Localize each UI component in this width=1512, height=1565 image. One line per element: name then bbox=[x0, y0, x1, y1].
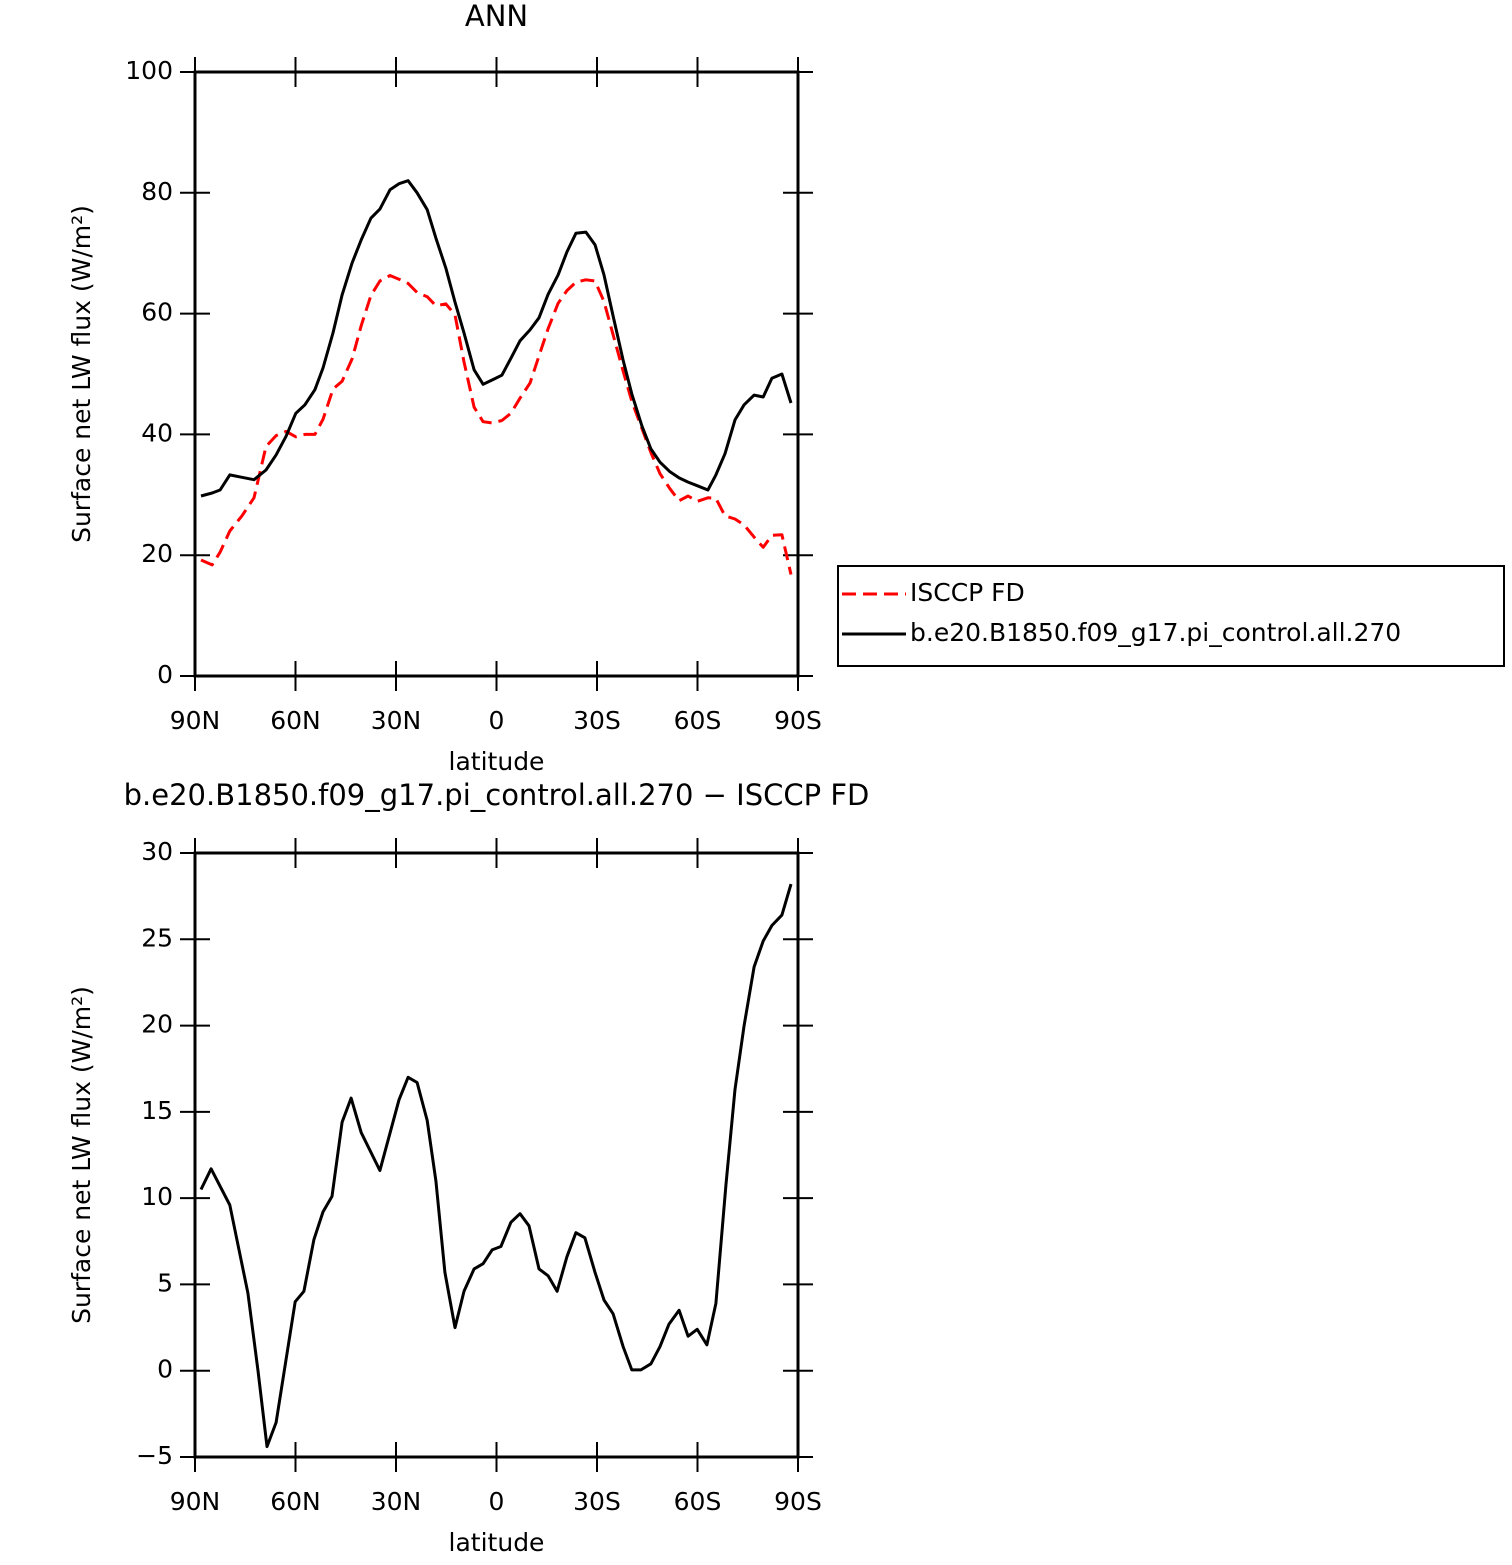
legend-box bbox=[837, 565, 1505, 667]
x-tick-label: 90S bbox=[774, 706, 822, 735]
x-tick-label: 60S bbox=[674, 706, 722, 735]
x-tick-label: 90S bbox=[774, 1487, 822, 1516]
y-tick-label: 0 bbox=[157, 660, 173, 689]
data-line bbox=[200, 274, 793, 575]
x-tick-label: 30N bbox=[371, 1487, 422, 1516]
y-tick-label: 5 bbox=[157, 1268, 173, 1297]
y-tick-label: 10 bbox=[141, 1182, 173, 1211]
plot-frame bbox=[193, 70, 800, 678]
chart-title: ANN bbox=[465, 0, 528, 33]
y-tick-label: 60 bbox=[141, 298, 173, 327]
y-tick-label: 15 bbox=[141, 1096, 173, 1125]
x-tick-label: 60S bbox=[674, 1487, 722, 1516]
y-axis-label: Surface net LW flux (W/m²) bbox=[67, 205, 96, 543]
y-tick-label: 100 bbox=[125, 56, 173, 85]
legend-label: b.e20.B1850.f09_g17.pi_control.all.270 bbox=[910, 618, 1401, 647]
x-tick-label: 90N bbox=[170, 706, 221, 735]
y-tick-label: 80 bbox=[141, 177, 173, 206]
y-tick-label: 30 bbox=[141, 837, 173, 866]
y-tick-label: 0 bbox=[157, 1355, 173, 1384]
y-tick-label: −5 bbox=[136, 1441, 173, 1470]
x-tick-label: 30S bbox=[573, 1487, 621, 1516]
y-tick-label: 20 bbox=[141, 539, 173, 568]
legend-label: ISCCP FD bbox=[910, 578, 1025, 607]
x-tick-label: 60N bbox=[270, 706, 321, 735]
x-axis-label: latitude bbox=[449, 1528, 545, 1557]
x-tick-label: 0 bbox=[489, 1487, 505, 1516]
x-tick-label: 30N bbox=[371, 706, 422, 735]
x-tick-label: 30S bbox=[573, 706, 621, 735]
y-tick-label: 40 bbox=[141, 418, 173, 447]
data-line bbox=[200, 179, 793, 498]
x-tick-label: 0 bbox=[489, 706, 505, 735]
x-tick-label: 60N bbox=[270, 1487, 321, 1516]
x-axis-label: latitude bbox=[449, 747, 545, 776]
x-tick-label: 90N bbox=[170, 1487, 221, 1516]
y-tick-label: 20 bbox=[141, 1010, 173, 1039]
y-tick-label: 25 bbox=[141, 923, 173, 952]
chart-title: b.e20.B1850.f09_g17.pi_control.all.270 −… bbox=[124, 778, 870, 812]
data-line bbox=[199, 883, 793, 1449]
y-axis-label: Surface net LW flux (W/m²) bbox=[67, 986, 96, 1324]
